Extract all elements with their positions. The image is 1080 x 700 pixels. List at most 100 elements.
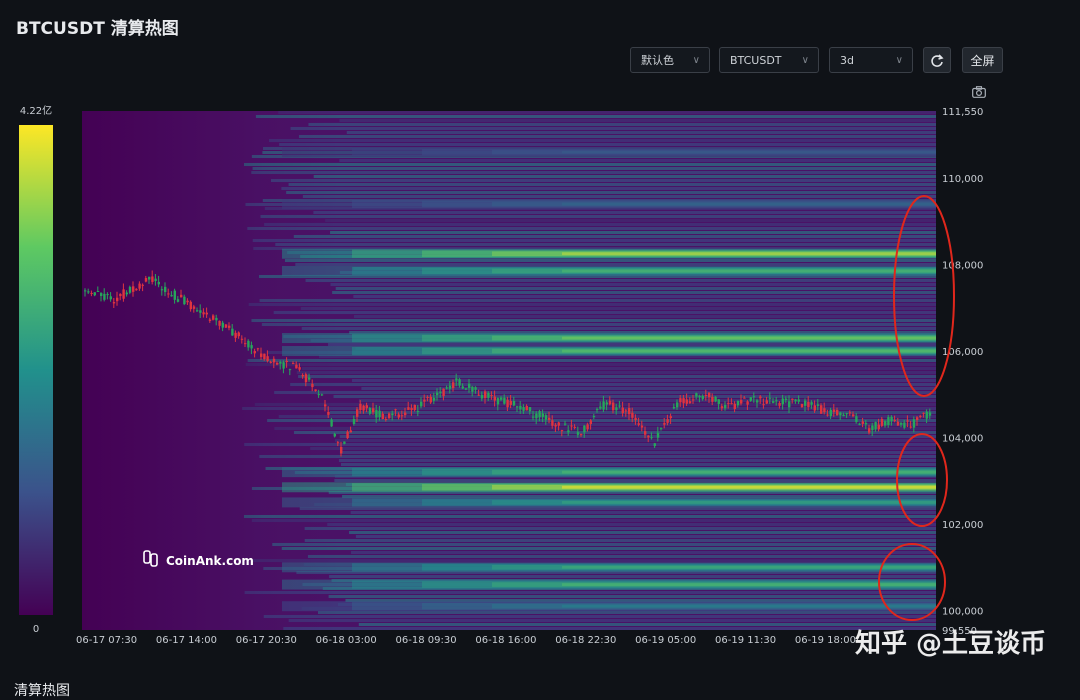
candle-body: [260, 353, 263, 357]
candle-body: [858, 423, 861, 425]
heat-texture-line: [300, 307, 936, 310]
candle-body: [304, 374, 308, 383]
heat-texture-line: [259, 455, 936, 458]
heat-texture-line: [333, 395, 936, 398]
candle-body: [103, 293, 106, 300]
heat-texture-line: [251, 171, 936, 174]
heat-band: [352, 580, 936, 589]
candle-body: [512, 400, 516, 406]
candle-body: [381, 413, 384, 419]
heat-texture-line: [290, 127, 936, 130]
heat-texture-line: [329, 411, 936, 414]
candle-body: [660, 428, 663, 430]
heat-band: [282, 333, 936, 344]
candle-body: [279, 361, 282, 364]
candle-body: [205, 312, 208, 315]
candle-body: [90, 292, 93, 294]
candle-body: [711, 396, 714, 402]
candle-body: [544, 415, 548, 420]
heat-texture-line: [314, 503, 936, 506]
heat-band: [562, 604, 936, 608]
heat-texture-line: [294, 471, 936, 474]
candle-body: [692, 399, 695, 401]
candle-body: [240, 338, 244, 340]
candle-body: [762, 404, 765, 406]
candle-body: [295, 364, 298, 369]
candle-body: [752, 396, 756, 398]
heat-band: [562, 269, 936, 273]
candle-body: [535, 413, 538, 419]
heat-texture-line: [283, 335, 936, 338]
heat-texture-line: [335, 287, 936, 290]
candle-body: [455, 378, 458, 381]
heat-texture-line: [303, 563, 936, 566]
heat-texture-line: [302, 583, 936, 586]
heat-texture-line: [288, 183, 936, 186]
heat-texture-line: [345, 483, 936, 486]
candle-body: [848, 412, 852, 414]
candle-body: [269, 361, 272, 363]
candle-body: [212, 315, 215, 320]
candle-body: [157, 281, 160, 285]
candle-body: [788, 401, 791, 408]
heat-texture-line: [262, 151, 936, 154]
candle-body: [567, 430, 570, 433]
heat-texture-line: [259, 299, 936, 302]
candle-body: [340, 446, 343, 454]
heat-band: [492, 149, 936, 155]
candle-body: [96, 290, 100, 292]
candle-body: [890, 416, 893, 422]
candle-body: [631, 412, 634, 418]
heat-texture-line: [310, 339, 936, 342]
candle-body: [516, 406, 519, 408]
heat-texture-line: [342, 495, 936, 498]
candle-body: [132, 286, 135, 292]
candle-body: [247, 340, 250, 348]
heat-texture-line: [251, 155, 936, 158]
heat-band: [492, 335, 936, 341]
range-select[interactable]: 3d ∨: [829, 47, 913, 73]
candle-body: [173, 290, 176, 300]
candle-body: [740, 400, 743, 404]
candle-body: [621, 407, 624, 414]
candle-body: [816, 404, 820, 406]
heat-texture-line: [254, 403, 936, 406]
heat-texture-line: [293, 235, 936, 238]
candle-body: [928, 412, 932, 416]
candle-body: [368, 407, 372, 414]
candle-body: [167, 293, 170, 295]
x-axis: 06-17 07:30 06-17 14:00 06-17 20:30 06-18 0…: [76, 635, 856, 646]
heat-texture-line: [267, 419, 936, 422]
heat-texture-line: [275, 243, 936, 246]
candle-body: [324, 404, 327, 407]
candle-body: [884, 421, 887, 426]
camera-icon[interactable]: [972, 86, 986, 98]
candle-body: [375, 410, 378, 418]
candle-body: [106, 294, 109, 296]
candle-body: [180, 294, 183, 298]
symbol-select[interactable]: BTCUSDT ∨: [719, 47, 819, 73]
x-tick-label: 06-17 20:30: [236, 635, 297, 646]
candle-body: [570, 425, 573, 427]
x-tick-label: 06-17 07:30: [76, 635, 137, 646]
color-scheme-select[interactable]: 默认色 ∨: [630, 47, 710, 73]
fullscreen-button[interactable]: 全屏: [962, 47, 1003, 73]
heat-texture-line: [252, 167, 936, 170]
heat-texture-line: [339, 271, 936, 274]
candle-body: [272, 358, 276, 363]
heat-texture-line: [339, 451, 936, 454]
heat-texture-line: [244, 443, 936, 446]
candle-body: [429, 396, 432, 403]
heat-texture-line: [272, 543, 936, 546]
candle-body: [877, 424, 880, 430]
heat-band: [492, 484, 936, 490]
heat-texture-line: [251, 319, 936, 322]
y-tick-label: 110,000: [942, 174, 983, 185]
refresh-button[interactable]: [923, 47, 951, 73]
candle-body: [221, 322, 224, 328]
candle-body: [919, 415, 922, 417]
candle-body: [186, 300, 189, 303]
candle-body: [797, 399, 800, 402]
colorbar-max-label: 4.22亿: [20, 104, 52, 117]
heat-texture-line: [293, 431, 936, 434]
